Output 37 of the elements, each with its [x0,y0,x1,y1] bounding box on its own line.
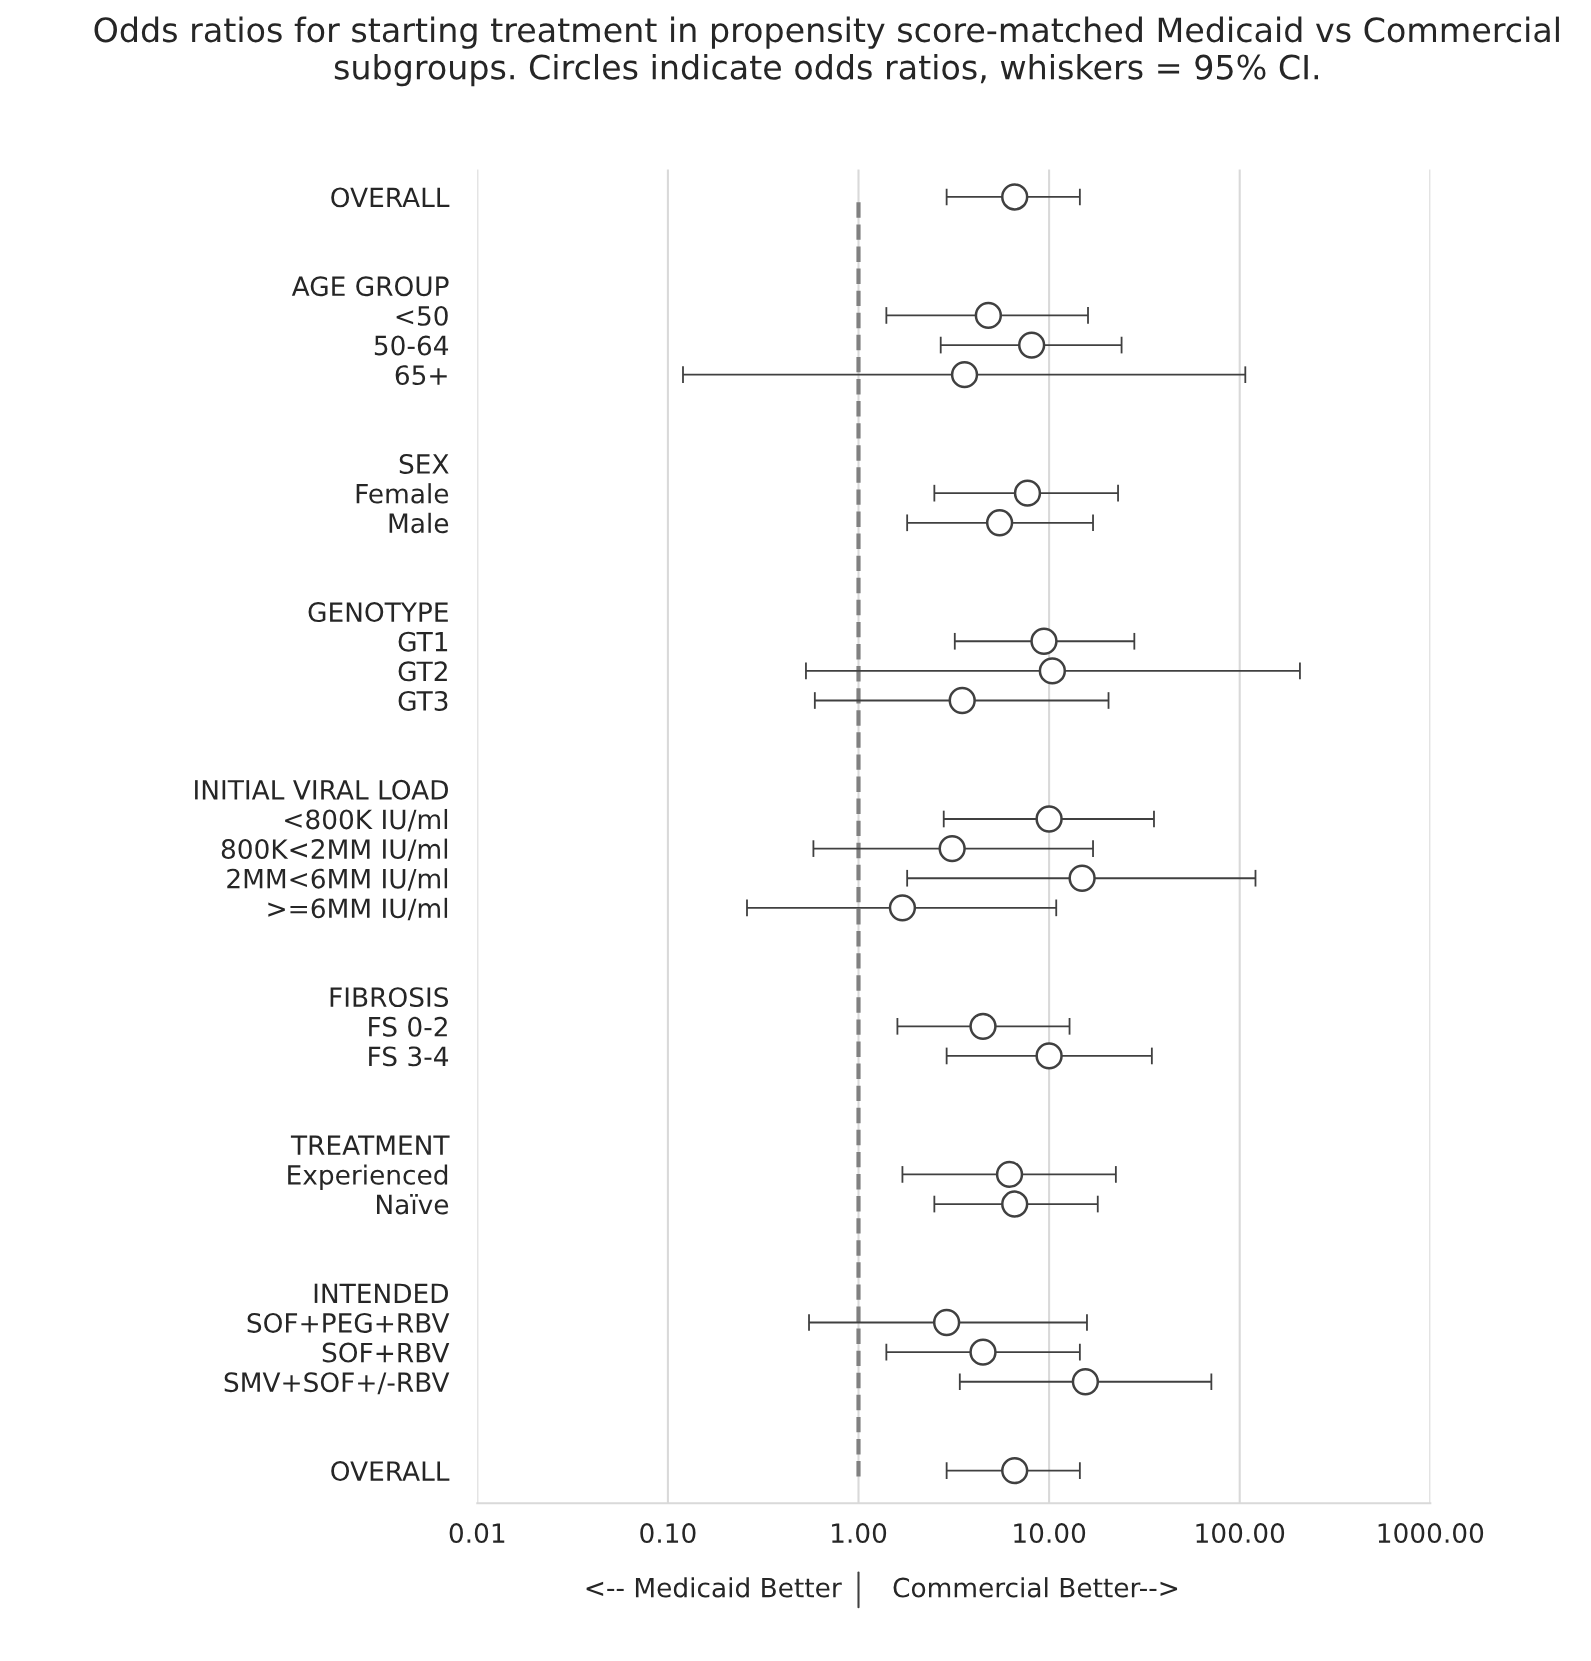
y-tick-label: FS 0-2 [369,1016,447,1037]
y-tick-label: 800K<2MM IU/ml [221,838,448,862]
y-tick-label: <50 [396,305,448,326]
y-tick-label: GENOTYPE [308,602,448,623]
x-tick-label: 0.10 [640,1523,696,1544]
y-tick-label: 2MM<6MM IU/ml [227,868,448,891]
x-tick-label: 0.01 [449,1523,505,1544]
y-tick-label: GT1 [398,631,448,652]
text: <-- Medicaid Better [586,1577,842,1598]
y-tick-label: Female [356,483,449,504]
y-tick-label: OVERALL [331,187,450,208]
y-tick-label: INITIAL VIRAL LOAD [195,779,448,800]
x-tick-label: 1000.00 [1378,1523,1484,1544]
y-tick-label: SOF+RBV [322,1342,450,1363]
y-tick-label: AGE GROUP [291,276,449,297]
y-tick-label: GT2 [398,661,447,682]
y-tick-label: SMV+SOF+/-RBV [224,1372,450,1395]
x-tick-label: 1.00 [832,1523,887,1544]
y-tick-label: INTENDED [314,1283,448,1303]
y-tick-label: FS 3-4 [369,1046,449,1067]
y-tick-label: 65+ [395,365,447,386]
chart-title: Odds ratios for starting treatment in propensity score-matched Medicaid vs Commercial subgroups. Circles indicate odds ratios, whiskers = 95% CI. [94,16,1559,87]
y-tick-label: TREATMENT [290,1135,450,1155]
y-tick-label: >=6MM IU/ml [268,897,448,921]
y-tick-label: 50-64 [374,335,449,356]
y-tick-label: GT3 [398,690,448,711]
x-tick-label: 100.00 [1196,1523,1285,1544]
y-tick-label: Experienced [288,1164,448,1190]
y-tick-label: FIBROSIS [330,987,449,1008]
y-tick-label: Naïve [377,1194,449,1215]
y-tick-label: SEX [399,453,449,474]
y-tick-label: Male [389,512,449,534]
text: Commercial Better--> [893,1577,1178,1598]
y-tick-label: OVERALL [331,1461,450,1482]
y-tick-label: <800K IU/ml [285,808,448,832]
y-tick-label: SOF+PEG+RBV [247,1312,450,1333]
x-tick-label: 10.00 [1014,1523,1086,1544]
